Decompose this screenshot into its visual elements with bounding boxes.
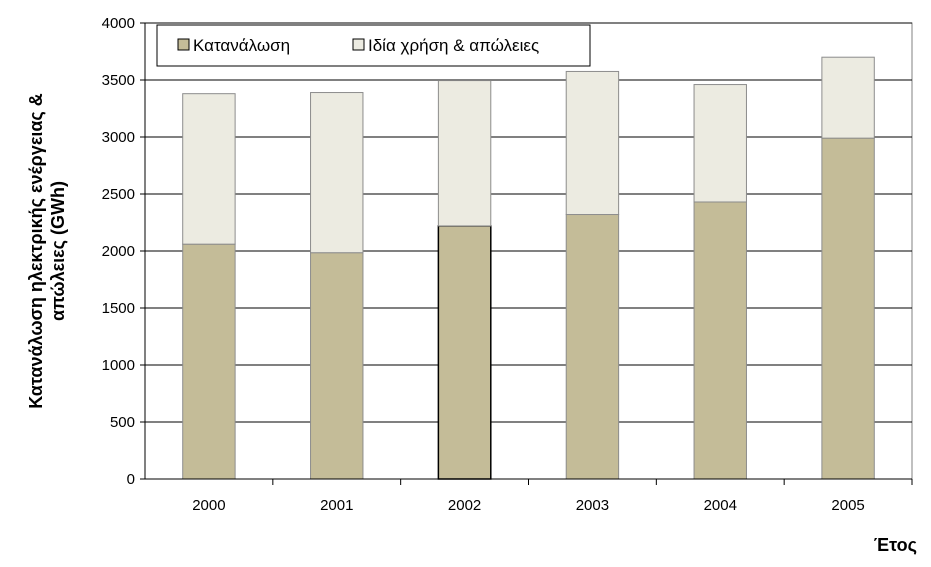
legend-label: Ιδία χρήση & απώλειες [368, 36, 539, 55]
x-tick-label: 2004 [704, 497, 737, 514]
y-tick-label: 4000 [102, 15, 135, 32]
y-axis-title-line2: απώλειες (GWh) [48, 181, 68, 321]
bar-segment-consumption-2002 [437, 225, 492, 480]
y-tick-label: 1500 [102, 300, 135, 317]
x-tick-label: 2003 [576, 497, 609, 514]
bar-segment-losses-2001 [310, 92, 364, 254]
x-tick-label: 2000 [192, 497, 225, 514]
y-tick-label: 3500 [102, 72, 135, 89]
x-tick-label: 2005 [831, 497, 864, 514]
y-tick-label: 1000 [102, 357, 135, 374]
legend-label: Κατανάλωση [193, 36, 290, 55]
bar-segment-losses-2005 [821, 56, 875, 139]
bar-segment-consumption-2005 [821, 137, 875, 480]
bar-segment-consumption-2004 [693, 201, 747, 480]
y-tick-label: 500 [110, 414, 135, 431]
bar-segment-consumption-2003 [565, 214, 620, 480]
bar-segment-losses-2002 [437, 80, 492, 227]
y-axis-title-line1: Κατανάλωση ηλεκτρικής ενέργειας & [26, 93, 46, 409]
bar-segment-losses-2000 [182, 93, 236, 245]
bar-segment-losses-2003 [565, 70, 620, 216]
y-tick-label: 0 [127, 471, 135, 488]
x-axis-title: Έτος [874, 535, 917, 555]
bar-segment-consumption-2000 [182, 243, 236, 480]
y-tick-label: 2000 [102, 243, 135, 260]
bar-segment-losses-2004 [693, 84, 747, 203]
y-tick-label: 2500 [102, 186, 135, 203]
legend-swatch [352, 38, 365, 51]
x-tick-label: 2002 [448, 497, 481, 514]
legend-swatch [177, 38, 190, 51]
x-tick-label: 2001 [320, 497, 353, 514]
legend [156, 24, 591, 67]
y-tick-label: 3000 [102, 129, 135, 146]
bar-segment-consumption-2001 [310, 252, 364, 480]
